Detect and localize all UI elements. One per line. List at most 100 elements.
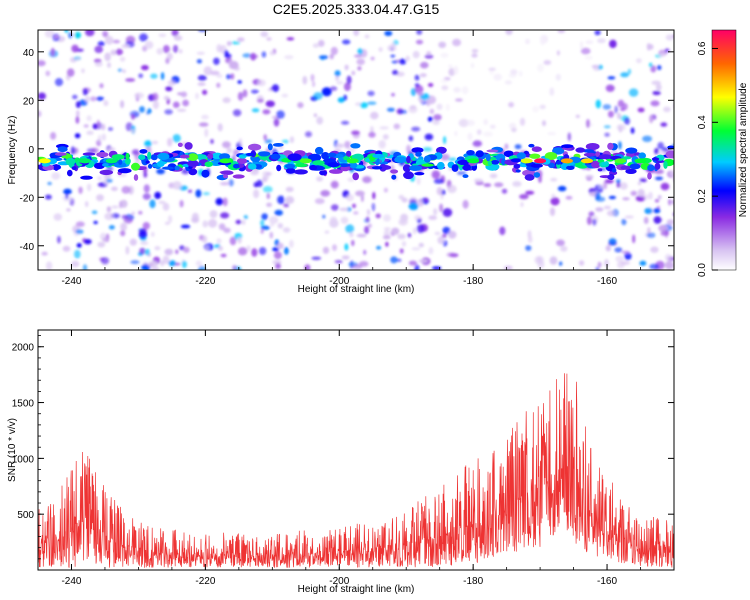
heatmap-speckle xyxy=(337,97,345,103)
heatmap-ridge-blob xyxy=(327,162,340,168)
heatmap-speckle xyxy=(489,69,494,75)
heatmap-speckle xyxy=(262,186,273,193)
heatmap-speckle xyxy=(266,193,270,200)
heatmap-ridge-blob xyxy=(96,151,109,158)
heatmap-speckle xyxy=(156,48,164,55)
heatmap-speckle xyxy=(353,30,360,36)
snr-y-tick-label: 1000 xyxy=(12,454,35,465)
heatmap-speckle xyxy=(226,41,232,46)
heatmap-speckle xyxy=(385,241,389,247)
heatmap-ridge-blob xyxy=(309,164,318,171)
heatmap-speckle xyxy=(503,265,513,270)
heatmap-ridge-blob xyxy=(222,174,229,179)
heatmap-speckle xyxy=(448,230,457,239)
colorbar-tick-label: 0.2 xyxy=(697,189,708,203)
heatmap-speckle xyxy=(499,226,506,236)
heatmap-ridge-blob xyxy=(462,163,472,171)
heatmap-speckle xyxy=(386,107,395,112)
heatmap-ridge-blob xyxy=(620,165,631,170)
heatmap-speckle xyxy=(265,100,275,108)
heatmap-speckle xyxy=(97,241,106,248)
heatmap-speckle xyxy=(76,110,80,118)
heatmap-speckle xyxy=(51,172,61,180)
heatmap-speckle xyxy=(81,68,85,74)
heatmap-speckle xyxy=(152,140,159,145)
heatmap-ridge-blob xyxy=(663,160,668,169)
heatmap-speckle xyxy=(648,191,653,200)
heatmap-speckle xyxy=(45,194,52,200)
heatmap-speckle xyxy=(375,213,381,219)
heatmap-speckle xyxy=(603,125,611,129)
heatmap-ridge-blob xyxy=(533,172,541,178)
heatmap-speckle xyxy=(364,226,370,234)
heatmap-speckle xyxy=(644,207,653,215)
heatmap-speckle xyxy=(195,189,202,198)
heatmap-speckle xyxy=(131,149,140,156)
heatmap-speckle xyxy=(311,256,322,260)
heatmap-ridge-blob xyxy=(157,152,170,160)
heatmap-speckle xyxy=(664,253,672,262)
heatmap-speckle xyxy=(525,245,532,251)
heatmap-ridge-blob xyxy=(437,161,445,170)
heatmap-ridge-blob xyxy=(475,150,484,158)
heatmap-speckle xyxy=(655,176,663,181)
heatmap-speckle xyxy=(183,246,190,253)
heatmap-speckle xyxy=(663,106,671,113)
heatmap-speckle xyxy=(461,86,469,95)
heatmap-speckle xyxy=(474,178,483,183)
heatmap-ridge-blob xyxy=(655,160,665,163)
heatmap-speckle xyxy=(97,41,106,46)
heatmap-speckle xyxy=(251,89,259,94)
heatmap-speckle xyxy=(277,242,284,250)
heatmap-ridge-blob xyxy=(591,160,601,169)
heatmap-speckle xyxy=(471,53,478,58)
heatmap-speckle xyxy=(164,248,174,256)
heatmap-speckle xyxy=(305,131,312,138)
heatmap-speckle xyxy=(125,246,130,255)
heatmap-speckle xyxy=(312,81,316,88)
heatmap-speckle xyxy=(147,108,152,114)
heatmap-speckle xyxy=(141,65,149,71)
heatmap-speckle xyxy=(344,140,351,149)
heatmap-speckle xyxy=(242,89,248,98)
heatmap-speckle xyxy=(226,74,232,80)
heatmap-speckle xyxy=(164,221,170,225)
heatmap-speckle xyxy=(407,232,412,238)
heatmap-speckle xyxy=(412,227,417,235)
heatmap-ridge-blob xyxy=(501,158,506,166)
heatmap-speckle xyxy=(356,58,366,66)
heatmap-x-ticks: -240 -220 -200 -180 -160 xyxy=(37,30,675,287)
heatmap-speckle xyxy=(197,75,207,81)
heatmap-ridge-blob xyxy=(248,143,262,151)
heatmap-speckle xyxy=(238,138,243,147)
heatmap-speckle xyxy=(341,255,350,260)
heatmap-speckle xyxy=(111,205,119,209)
heatmap-frame xyxy=(37,29,675,271)
heatmap-speckle xyxy=(462,199,469,209)
heatmap-ridge-blob xyxy=(319,170,328,176)
heatmap-speckle xyxy=(614,105,618,114)
heatmap-ridge-blob xyxy=(327,152,337,158)
heatmap-speckle xyxy=(519,194,529,200)
heatmap-speckle xyxy=(624,252,632,261)
heatmap-speckle xyxy=(85,30,95,37)
heatmap-speckle xyxy=(607,76,616,80)
heatmap-speckle xyxy=(372,191,376,200)
heatmap-speckle xyxy=(433,208,438,216)
heatmap-speckle xyxy=(104,212,114,221)
heatmap-ridge-blob xyxy=(585,143,600,150)
heatmap-speckle xyxy=(165,57,170,64)
heatmap-ridge-blob xyxy=(258,151,271,157)
heatmap-ridge-blob xyxy=(365,158,371,163)
heatmap-speckle xyxy=(656,65,662,71)
heatmap-speckle xyxy=(344,243,349,251)
heatmap-hotspot xyxy=(467,158,480,164)
heatmap-speckle xyxy=(274,209,284,216)
heatmap-y-ticks: -40 -20 0 20 40 xyxy=(20,48,674,253)
heatmap-speckle xyxy=(494,182,504,188)
heatmap-ridge-blob xyxy=(524,174,535,181)
snr-x-ticks: -240 -220 -200 -180 -160 xyxy=(37,330,675,587)
heatmap-speckle xyxy=(269,231,274,239)
heatmap-ridge-blob xyxy=(102,163,109,167)
heatmap-ridge-blob xyxy=(544,152,558,160)
